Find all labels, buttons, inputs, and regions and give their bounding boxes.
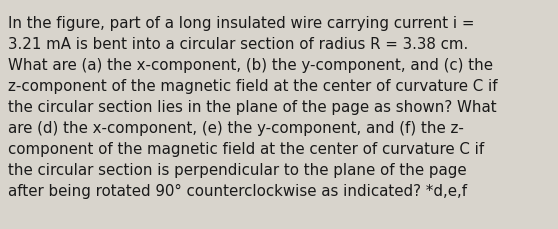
Text: In the figure, part of a long insulated wire carrying current i =
3.21 mA is ben: In the figure, part of a long insulated … [8, 16, 497, 198]
